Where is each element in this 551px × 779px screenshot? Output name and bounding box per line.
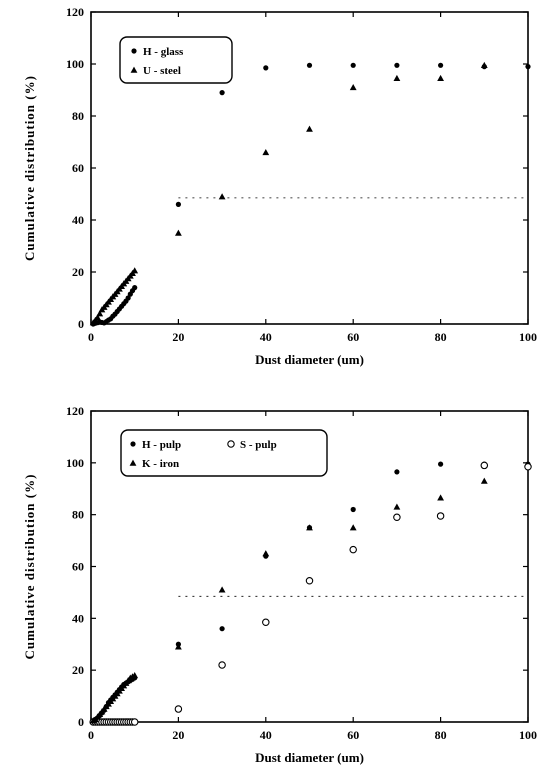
- x-tick-label: 0: [88, 330, 94, 344]
- data-point: [96, 310, 104, 317]
- data-point: [218, 661, 226, 669]
- data-point: [125, 295, 131, 301]
- data-point: [131, 671, 139, 679]
- data-point: [349, 84, 357, 91]
- legend-box: [119, 36, 233, 84]
- x-tick-label: 0: [88, 728, 94, 742]
- x-tick-label: 80: [435, 330, 447, 344]
- data-point: [393, 513, 401, 522]
- x-axis-label: Dust diameter (um): [255, 750, 364, 765]
- legend-label: H - glass: [143, 46, 184, 58]
- data-point: [130, 718, 139, 726]
- data-point: [524, 462, 532, 471]
- x-tick-label: 60: [347, 728, 359, 742]
- y-tick-label: 100: [66, 456, 84, 470]
- data-point: [263, 65, 269, 71]
- legend: H - glass U - steel: [119, 36, 233, 84]
- series-1: [90, 62, 531, 327]
- data-point: [175, 229, 182, 236]
- y-tick-label: 60: [72, 161, 84, 175]
- x-tick-label: 60: [347, 330, 359, 344]
- legend-label: U - steel: [143, 65, 181, 77]
- data-point: [219, 90, 225, 96]
- y-axis-label: Cumulative distribution (%): [22, 75, 37, 261]
- y-axis-label: Cumulative distribution (%): [22, 474, 37, 660]
- data-point: [219, 626, 225, 632]
- y-tick-label: 80: [72, 109, 84, 123]
- data-point: [94, 314, 101, 321]
- legend-marker: [129, 459, 137, 466]
- x-tick-label: 20: [172, 330, 184, 344]
- data-point: [262, 149, 270, 156]
- y-tick-label: 120: [66, 5, 84, 19]
- legend-marker: [130, 66, 138, 73]
- x-axis-label: Dust diameter (um): [255, 352, 364, 367]
- legend-label: K - iron: [142, 458, 179, 470]
- y-tick-label: 100: [66, 57, 84, 71]
- x-tick-label: 80: [435, 728, 447, 742]
- legend-box: [120, 429, 328, 477]
- data-point: [306, 125, 313, 132]
- data-point: [393, 503, 401, 510]
- data-point: [394, 469, 400, 475]
- data-point: [525, 64, 531, 70]
- legend: H - pulp S - pulp K - iron: [120, 429, 328, 477]
- data-point: [262, 550, 270, 557]
- y-tick-label: 20: [72, 663, 84, 677]
- data-point: [438, 461, 444, 467]
- series-3: [89, 477, 488, 724]
- data-point: [131, 267, 139, 274]
- data-point: [306, 524, 313, 531]
- y-tick-label: 0: [78, 317, 84, 331]
- data-point: [349, 524, 357, 531]
- y-tick-label: 80: [72, 508, 84, 522]
- y-tick-label: 40: [72, 213, 84, 227]
- chart-panel-1: 0 20 40 60 80 100 120 0 20 40 60 80 100 Dust diameter…: [22, 5, 537, 367]
- data-point: [262, 618, 270, 626]
- data-point: [349, 545, 357, 554]
- series-1: [90, 461, 531, 724]
- series-2: [89, 461, 532, 726]
- data-point: [175, 201, 181, 207]
- y-tick-label: 60: [72, 560, 84, 574]
- data-point: [393, 74, 401, 82]
- data-point: [306, 62, 313, 68]
- data-point: [438, 62, 444, 68]
- data-point: [437, 74, 444, 82]
- data-point: [175, 643, 182, 650]
- data-point: [394, 62, 400, 68]
- data-point: [437, 494, 444, 501]
- legend-marker: [227, 440, 235, 448]
- legend-marker: [130, 441, 136, 447]
- y-tick-label: 0: [78, 715, 84, 729]
- series-2: [89, 61, 488, 326]
- data-point: [480, 461, 489, 470]
- y-tick-label: 120: [66, 404, 84, 418]
- data-point: [305, 577, 314, 585]
- x-tick-label: 20: [172, 728, 184, 742]
- chart-panel-2: 0 20 40 60 80 100 120 0 20 40 60 80 100 Dust diameter…: [22, 404, 537, 765]
- data-point: [480, 477, 488, 484]
- data-point: [350, 506, 356, 513]
- data-point: [350, 62, 356, 68]
- x-tick-label: 100: [519, 728, 537, 742]
- data-point: [132, 285, 138, 291]
- x-tick-label: 40: [260, 330, 272, 344]
- data-point: [174, 705, 183, 713]
- data-point: [218, 193, 226, 200]
- data-point: [436, 512, 445, 520]
- y-tick-label: 20: [72, 265, 84, 279]
- legend-label: S - pulp: [240, 439, 277, 451]
- data-point: [480, 61, 488, 69]
- legend-label: H - pulp: [142, 439, 181, 451]
- x-tick-label: 100: [519, 330, 537, 344]
- y-tick-label: 40: [72, 611, 84, 625]
- x-tick-label: 40: [260, 728, 272, 742]
- data-point: [218, 586, 226, 593]
- legend-marker: [131, 48, 137, 54]
